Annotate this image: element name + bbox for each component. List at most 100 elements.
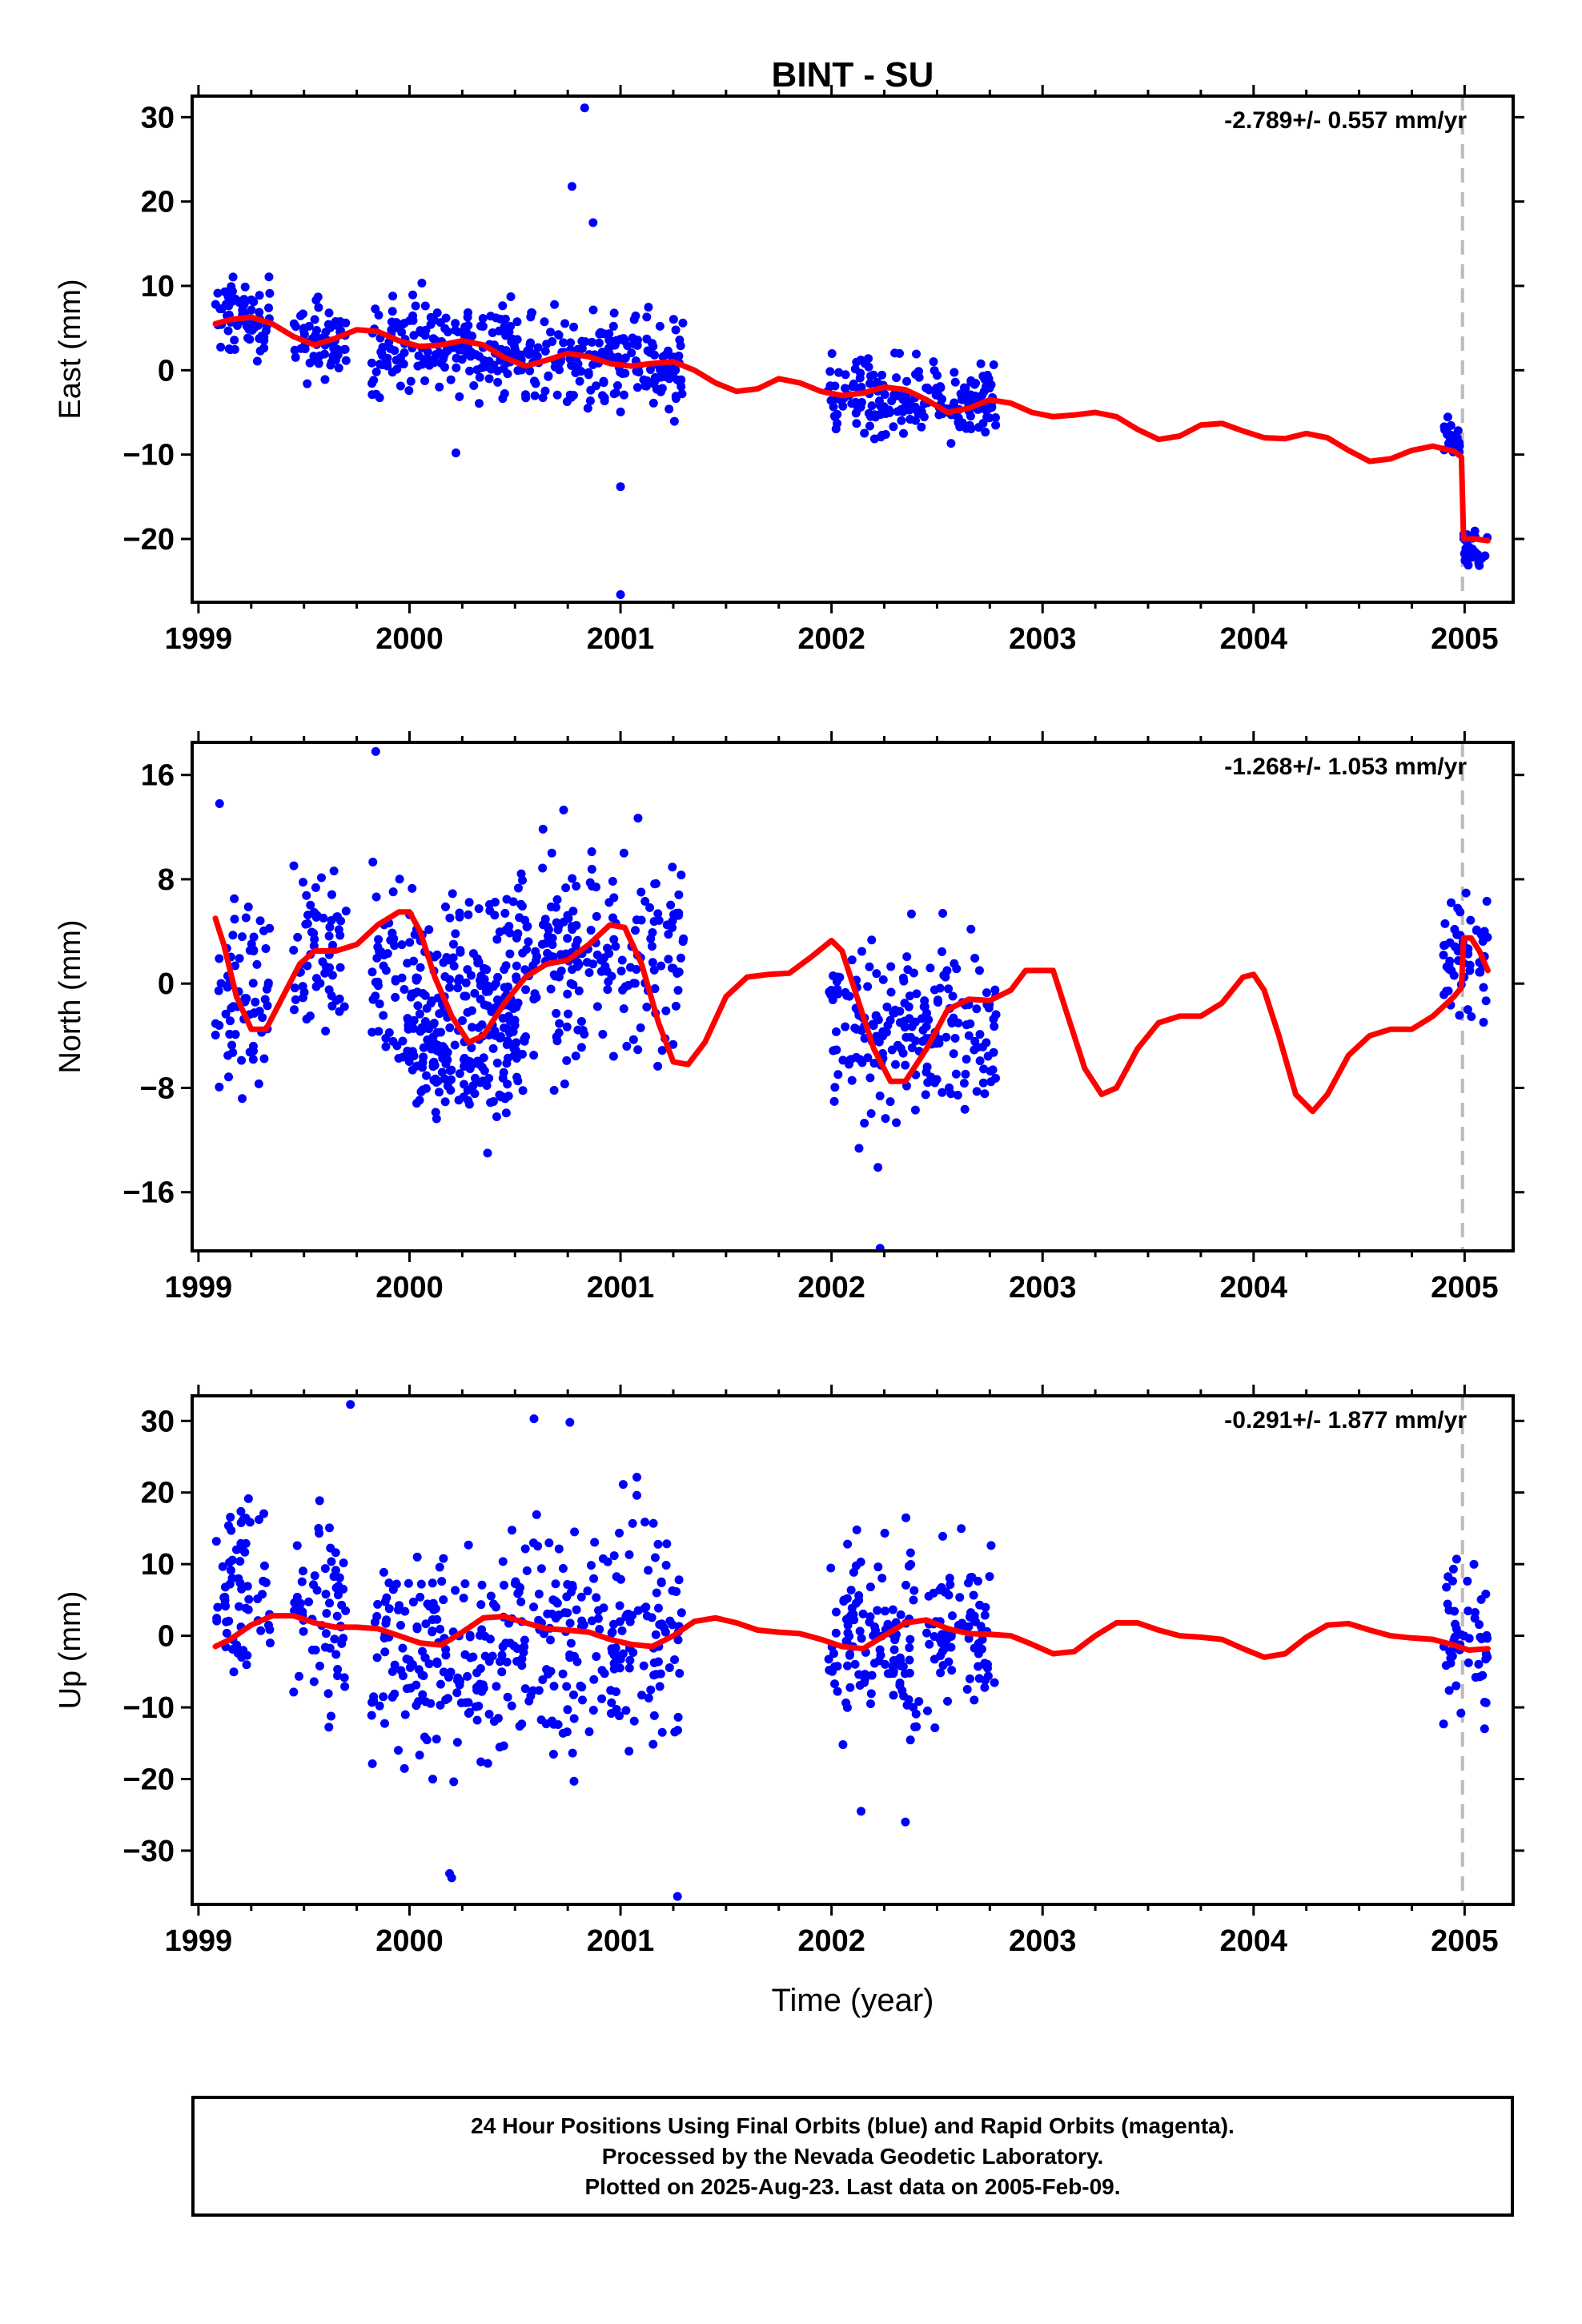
data-point [641,1602,651,1612]
data-point [911,416,921,425]
data-point [857,1634,866,1643]
data-point [432,1659,442,1668]
data-point [665,374,674,384]
data-point [500,389,509,399]
data-point [409,331,419,340]
data-point [463,1671,472,1681]
data-point [969,1615,978,1625]
data-point [621,1706,631,1715]
data-point [335,316,345,326]
data-point [464,910,473,919]
data-point [265,1638,275,1648]
data-point [852,1525,861,1534]
data-point [558,1669,568,1679]
data-point [1471,1673,1480,1683]
data-point [584,1727,594,1736]
data-point [222,1617,231,1626]
data-point [330,1634,339,1644]
data-point [653,1061,663,1071]
data-point [290,983,299,993]
data-point [656,961,666,971]
y-tick-label: 10 [141,270,175,304]
data-point [876,432,885,442]
data-point [321,1026,331,1035]
data-point [419,1043,428,1052]
data-point [522,1566,532,1575]
data-point [439,1595,448,1605]
data-point [1456,1708,1466,1718]
data-point [845,991,854,1001]
data-point [945,1574,954,1583]
data-point [407,989,416,999]
data-point [936,1668,946,1678]
data-point [923,1078,933,1088]
x-tick-label: 2004 [1220,622,1288,656]
data-point [860,428,869,438]
data-point [1443,1599,1452,1609]
data-point [387,368,397,377]
data-point [456,946,465,955]
data-point [518,1086,528,1096]
data-point [946,439,956,448]
data-point [293,932,303,942]
data-point [910,1722,920,1731]
data-point [885,1097,895,1107]
data-point [374,935,383,944]
data-point [324,931,334,941]
data-point [974,1576,983,1586]
data-point [674,890,684,899]
data-points-east [211,103,1492,600]
data-point [508,1027,518,1036]
data-point [866,1108,876,1118]
data-point [399,360,408,369]
data-point [552,895,562,904]
data-point [897,1686,907,1695]
data-point [890,1059,900,1069]
data-point [230,915,239,924]
data-point [849,379,858,388]
data-point [647,1613,656,1622]
data-point [962,1055,971,1064]
data-point [455,908,464,918]
data-point [966,924,976,934]
data-point [517,1719,527,1729]
data-point [484,374,494,384]
panel-east: BINT - SU 1999 2000 2001 2002 2003 2004 2005 −20… [54,55,1524,656]
data-point [972,1087,982,1096]
data-point [367,358,376,368]
data-point [328,940,338,950]
data-point [458,1015,468,1025]
data-point [565,1618,575,1628]
data-point [455,974,464,983]
data-point [254,1079,263,1088]
data-point [631,926,640,935]
data-point [452,1688,462,1698]
data-point [384,1604,394,1614]
data-point [559,338,568,348]
data-point [235,954,244,963]
data-point [418,988,428,998]
y-tick-label: 0 [158,1620,175,1654]
data-point [556,950,566,959]
data-point [418,1063,428,1072]
data-point [1463,1005,1472,1015]
x-tick-label: 2002 [797,1271,865,1305]
data-point [289,945,299,955]
data-point [311,883,320,892]
data-point [595,329,604,339]
data-point [375,1701,384,1711]
data-point [867,1671,877,1680]
data-point [901,1060,910,1070]
data-point [565,355,575,364]
data-point [455,392,464,401]
data-point [529,1414,539,1424]
data-point [371,367,381,376]
data-point [325,923,335,932]
data-point [935,1634,945,1644]
data-point [917,422,926,432]
data-point [503,1080,512,1089]
data-point [1443,412,1452,422]
data-point [934,1039,944,1048]
data-point [625,1655,635,1665]
data-point [1440,919,1450,928]
